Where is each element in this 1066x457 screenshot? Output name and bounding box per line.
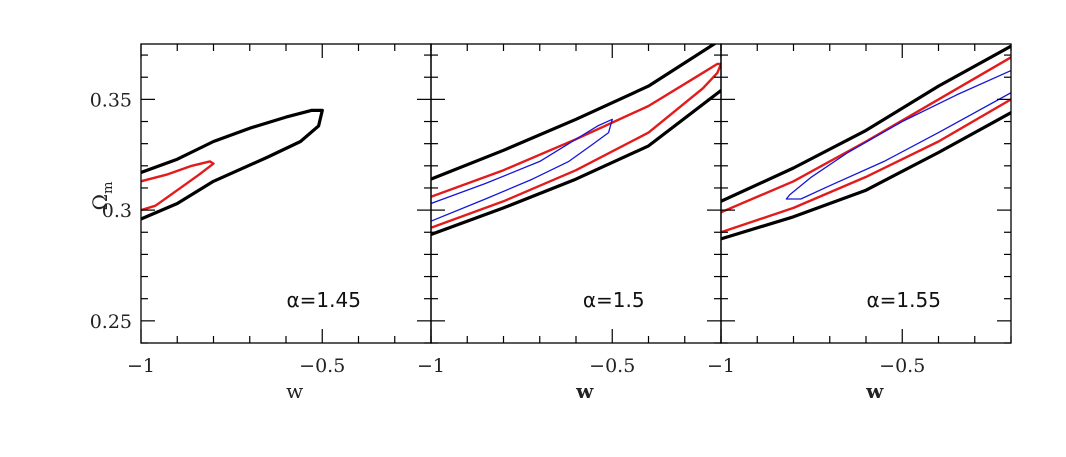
contour-middle-3	[431, 62, 721, 198]
y-tick-label: 0.3	[102, 200, 132, 222]
contour-inner-5	[785, 69, 1011, 200]
panel-label: α=1.55	[866, 288, 940, 312]
contour-outer-1	[721, 44, 1011, 203]
contour-outer-1	[431, 44, 718, 181]
x-tick-label: −1	[417, 355, 445, 377]
x-axis-label: w	[575, 379, 594, 403]
x-tick-label: −1	[127, 355, 155, 377]
contour-outer-2	[721, 111, 1011, 241]
x-tick-label: −0.5	[299, 355, 345, 377]
contour-outer-1	[141, 108, 324, 221]
panel-label: α=1.5	[583, 288, 645, 312]
panel-label: α=1.45	[286, 288, 360, 312]
contours	[721, 44, 1011, 241]
contour-inner-5	[431, 118, 613, 222]
panel-3: −1 −0.5w α=1.55	[707, 43, 1012, 403]
x-axis-label: w	[286, 379, 303, 403]
contours	[141, 108, 324, 221]
panels-layer: −1 −0.5wα=1.450.250.30.35−1 −0.5wα=1.5−1 −0…	[90, 43, 1012, 403]
y-tick-label: 0.35	[90, 89, 132, 111]
contour-middle-4	[431, 62, 721, 229]
contours	[431, 44, 721, 237]
x-tick-label: −0.5	[879, 355, 925, 377]
x-axis-label: w	[865, 379, 884, 403]
panel-2: −1 −0.5w α=1.5	[417, 43, 722, 403]
contour-middle-4	[721, 98, 1011, 234]
y-tick-label: 0.25	[90, 311, 132, 333]
contour-outer-2	[431, 88, 721, 237]
contour-middle-2	[141, 160, 215, 212]
y-axis-label: Ωm	[88, 182, 116, 211]
panel-1: −1 −0.5w α=1.45 0.25 0.3 0.35	[90, 43, 432, 403]
y-axis-label-subscript: m	[101, 182, 116, 194]
x-tick-label: −0.5	[589, 355, 635, 377]
x-tick-label: −1	[707, 355, 735, 377]
